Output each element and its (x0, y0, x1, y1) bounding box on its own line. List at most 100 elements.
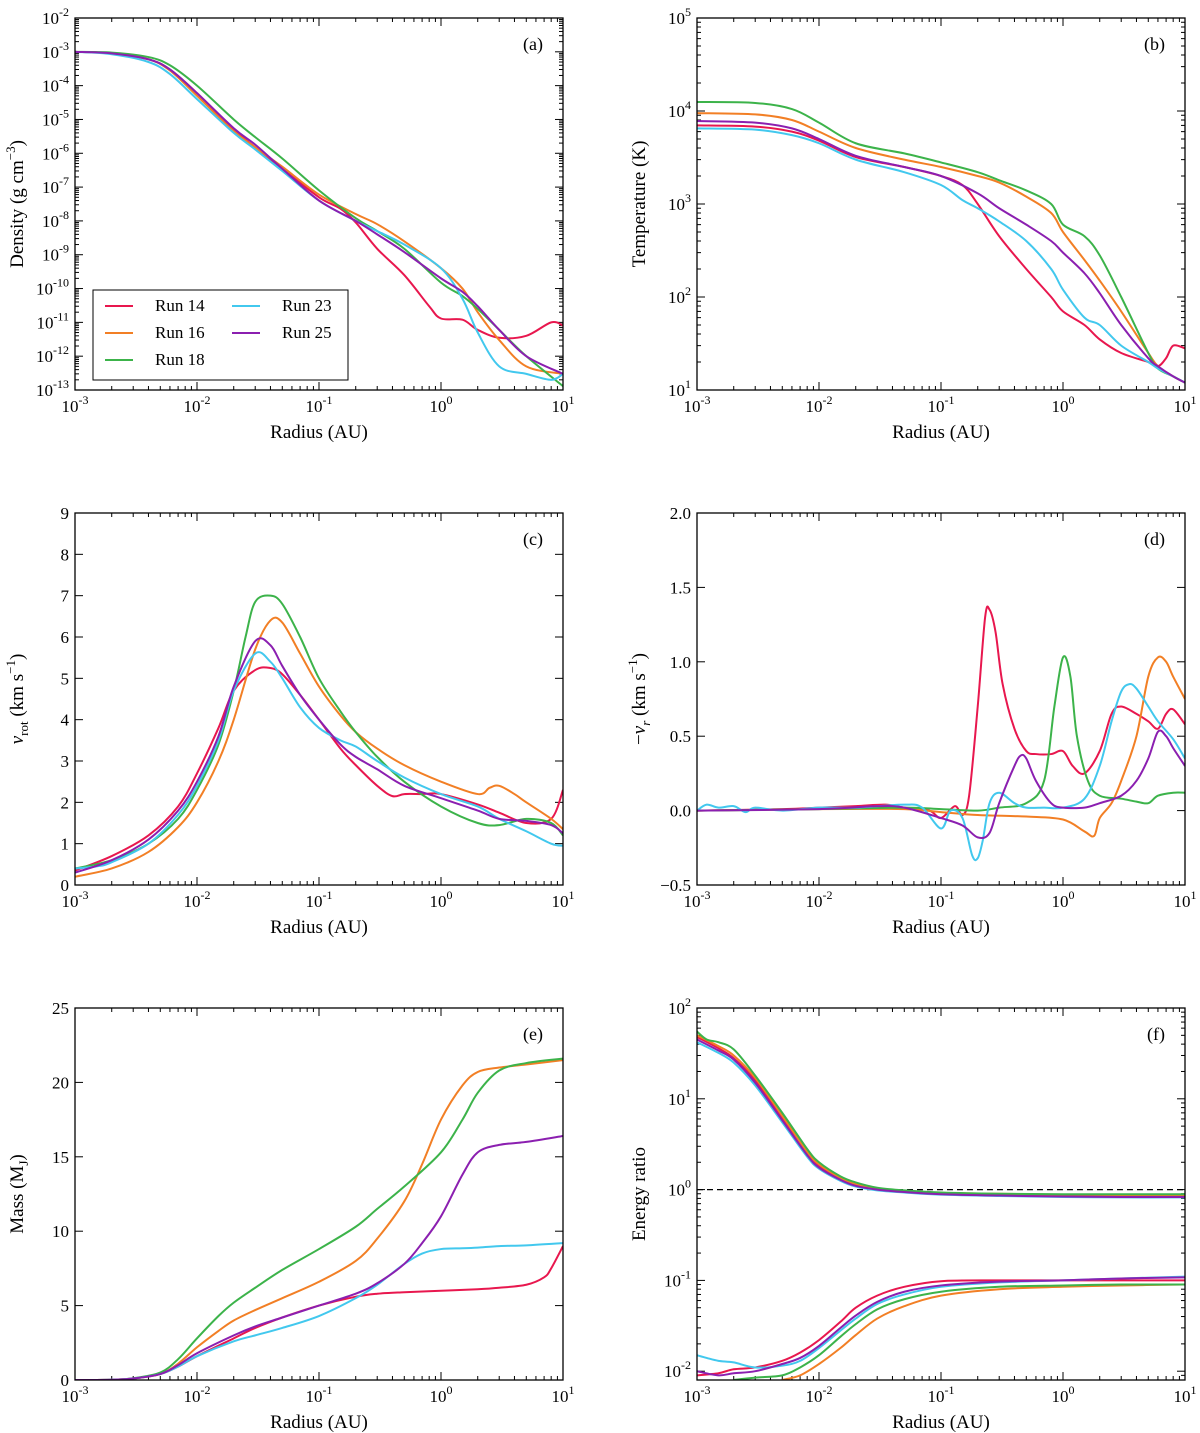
series-line-run-14 (697, 605, 1185, 820)
series-line-run-16 (697, 655, 1185, 838)
y-tick-label: 15 (52, 1148, 69, 1167)
y-axis-label: Mass (MJ) (7, 1154, 31, 1233)
ticks: 10-3 10-2 10-1 100 101 101 102 103 104 105 (668, 5, 1197, 416)
panel-tag: (f) (1147, 1024, 1165, 1045)
series-line-run-25 (75, 50, 563, 375)
panel-tag: (a) (523, 34, 543, 55)
y-tick-label: 10-11 (36, 309, 69, 332)
y-tick-label: 2.0 (670, 504, 691, 523)
x-tick-label: 101 (552, 393, 575, 416)
series-line-run-23 (697, 127, 1185, 384)
y-tick-label: 6 (61, 628, 70, 647)
panel-f: 10-3 10-2 10-1 100 10110-210-1100101102(f)Ra… (629, 995, 1197, 1433)
series-line-run-16 (782, 1283, 1185, 1380)
y-tick-label: 9 (61, 504, 70, 523)
y-tick-label: 10 (52, 1222, 69, 1241)
y-tick-label: 10-13 (36, 377, 69, 400)
y-axis-label: −vr (km s−1) (625, 653, 653, 745)
series-line-run-18 (75, 1057, 563, 1380)
x-tick-label: 10-3 (684, 888, 711, 911)
y-tick-label: −0.5 (660, 876, 691, 895)
series-line-run-23 (75, 651, 563, 870)
series-group (697, 605, 1185, 862)
y-tick-label: 4 (61, 711, 70, 730)
panel-a: 10-3 10-2 10-1 100 101 10-13 10-12 10-11 10-10 10… (3, 5, 575, 443)
y-axis-label: Density (g cm−3) (3, 140, 28, 268)
y-tick-label: 1.5 (670, 578, 691, 597)
x-tick-label: 100 (1052, 1383, 1075, 1406)
series-line-run-16 (75, 1059, 563, 1380)
series-line-run-23 (697, 1275, 1185, 1369)
y-tick-label: 0 (61, 876, 70, 895)
x-tick-label: 10-2 (184, 888, 211, 911)
plot-frame (696, 1007, 1186, 1381)
panel-tag: (c) (523, 529, 543, 550)
x-tick-label: 10-1 (306, 393, 333, 416)
ticks: 10-3 10-2 10-1 100 101 10-13 10-12 10-11 10-10 10… (36, 5, 575, 416)
y-tick-label: 101 (668, 1086, 691, 1109)
y-tick-label: 25 (52, 999, 69, 1018)
series-line-run-18 (697, 655, 1185, 812)
y-tick-label: 10-9 (42, 242, 69, 265)
x-tick-label: 10-3 (62, 1383, 89, 1406)
series-group (75, 1057, 563, 1380)
y-tick-label: 10-10 (36, 276, 69, 299)
series-line-run-18 (697, 100, 1185, 384)
x-tick-label: 100 (430, 393, 453, 416)
x-tick-label: 100 (430, 1383, 453, 1406)
y-tick-label: 10-4 (42, 73, 69, 96)
legend-label: Run 16 (155, 323, 205, 342)
y-tick-label: 105 (668, 5, 691, 28)
panel-e: 10-3 10-2 10-1 100 101 0 5 10 15 20 25 (e) Radius (A… (7, 999, 575, 1433)
y-tick-label: 10-2 (664, 1358, 691, 1381)
series-line-run-16 (697, 112, 1185, 384)
series-group (697, 1030, 1185, 1380)
y-tick-label: 102 (668, 995, 691, 1018)
x-tick-label: 101 (552, 1383, 575, 1406)
x-tick-label: 101 (1174, 393, 1197, 416)
x-tick-label: 101 (1174, 1383, 1197, 1406)
x-axis-label: Radius (AU) (270, 917, 368, 938)
y-tick-label: 2 (61, 793, 70, 812)
y-tick-label: 10-5 (42, 106, 69, 129)
series-line-run-23 (697, 683, 1185, 862)
series-line-run-18 (733, 1283, 1185, 1380)
y-tick-label: 0.0 (670, 802, 691, 821)
legend-label: Run 18 (155, 350, 205, 369)
series-line-run-25 (75, 1134, 563, 1380)
legend: Run 14 Run 16 Run 18 Run 23 Run 25 (92, 289, 349, 381)
x-tick-label: 10-2 (806, 1383, 833, 1406)
x-tick-label: 10-2 (806, 888, 833, 911)
y-tick-label: 104 (668, 98, 691, 121)
legend-label: Run 14 (155, 296, 205, 315)
series-group (75, 50, 563, 387)
y-tick-label: 102 (668, 284, 691, 307)
y-tick-label: 1.0 (670, 653, 691, 672)
x-tick-label: 10-1 (928, 393, 955, 416)
y-tick-label: 5 (61, 669, 70, 688)
x-tick-label: 10-2 (184, 1383, 211, 1406)
plot-frame (696, 17, 1186, 391)
x-tick-label: 10-3 (62, 393, 89, 416)
x-tick-label: 10-2 (184, 393, 211, 416)
series-line-run-25 (697, 729, 1185, 840)
series-line-run-23 (75, 1242, 563, 1380)
x-axis-label: Radius (AU) (270, 1412, 368, 1433)
y-tick-label: 1 (61, 835, 70, 854)
legend-box (92, 289, 349, 381)
y-axis-label: vrot (km s−1) (3, 654, 31, 745)
x-axis-label: Radius (AU) (270, 422, 368, 443)
y-axis-label: Energy ratio (629, 1147, 650, 1241)
x-tick-label: 10-1 (306, 888, 333, 911)
x-axis-label: Radius (AU) (892, 422, 990, 443)
panel-tag: (b) (1144, 34, 1165, 55)
panel-tag: (e) (523, 1024, 543, 1045)
x-tick-label: 10-3 (684, 393, 711, 416)
series-group (75, 594, 563, 878)
x-tick-label: 100 (1052, 393, 1075, 416)
series-line-run-18 (75, 50, 563, 387)
y-tick-label: 10-8 (42, 208, 69, 231)
series-line-run-14 (697, 1036, 1185, 1198)
